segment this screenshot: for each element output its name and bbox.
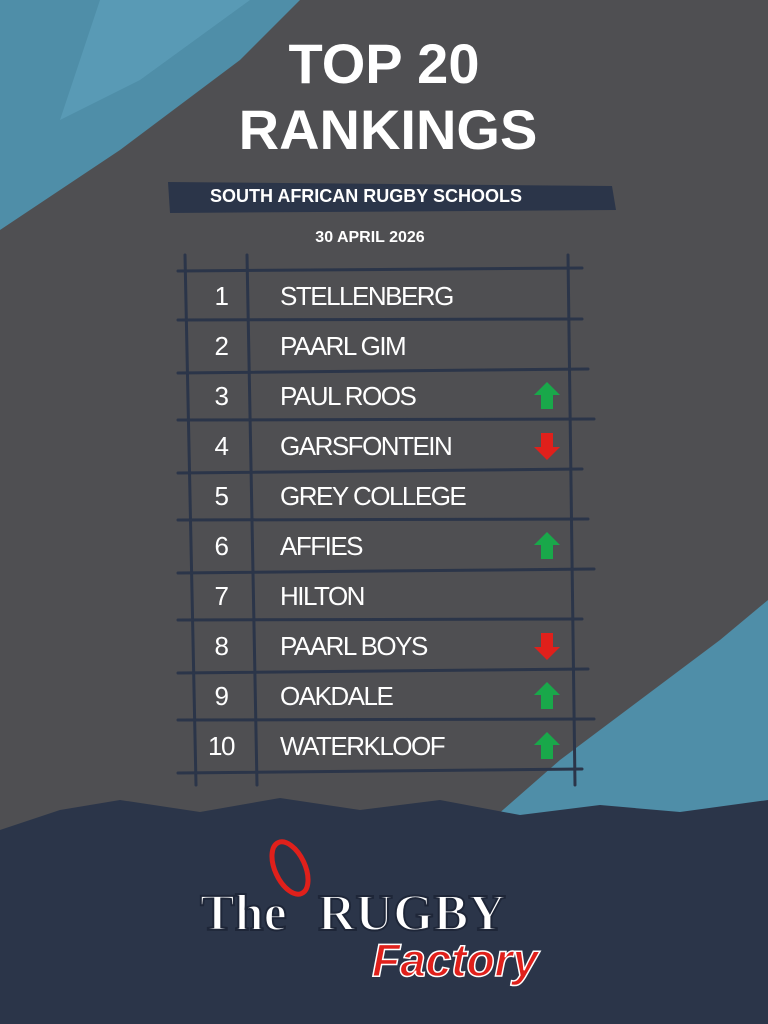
title: RANKINGS: [239, 98, 538, 161]
down-arrow: [534, 433, 560, 460]
rank: 2: [215, 331, 229, 361]
row-rule: [176, 367, 590, 375]
rank: 9: [215, 681, 229, 711]
subtitle: SOUTH AFRICAN RUGBY SCHOOLS: [210, 186, 522, 206]
rank: 8: [215, 631, 229, 661]
row-rule: [176, 567, 596, 575]
row-rule: [176, 467, 584, 475]
up-arrow: [534, 732, 560, 759]
down-arrow: [534, 633, 560, 660]
row-rule: [176, 417, 596, 422]
blue-stroke: [0, 0, 300, 230]
ranking-table: 1 STELLENBERG 2 PAARL GIM 3 PAUL ROOS 4 GARSFON…: [176, 253, 596, 787]
school-name: PAARL BOYS: [280, 631, 428, 661]
rugby-ball: [269, 839, 311, 897]
row-rule: [176, 617, 584, 622]
row-rule: [176, 717, 596, 722]
logo-factory: Factory: [372, 934, 541, 986]
logo: The RUGBY Factory: [199, 839, 541, 987]
school-name: AFFIES: [280, 531, 363, 561]
row-rule: [176, 667, 590, 675]
school-name: OAKDALE: [280, 681, 393, 711]
title: TOP 20: [289, 32, 480, 95]
school-name: WATERKLOOF: [280, 731, 445, 761]
school-name: STELLENBERG: [280, 281, 453, 311]
rank: 10: [208, 731, 235, 761]
subtitle-banner: [168, 182, 616, 213]
rank: 6: [215, 531, 229, 561]
logo-rugby: RUGBY: [318, 885, 506, 942]
blue-stroke: [60, 0, 250, 120]
rank: 3: [215, 381, 229, 411]
school-name: PAUL ROOS: [280, 381, 416, 411]
school-name: HILTON: [280, 581, 364, 611]
logo-the: The: [200, 885, 287, 942]
rank: 4: [215, 431, 229, 461]
row-rule: [176, 317, 584, 322]
row-rule: [176, 517, 590, 522]
rank: 7: [215, 581, 229, 611]
up-arrow: [534, 382, 560, 409]
blue-stroke: [480, 600, 768, 830]
date: 30 APRIL 2026: [315, 229, 425, 246]
rank: 1: [215, 281, 229, 311]
school-name: GARSFONTEIN: [280, 431, 451, 461]
school-name: PAARL GIM: [280, 331, 405, 361]
up-arrow: [534, 532, 560, 559]
row-rule: [176, 266, 584, 273]
row-rule: [176, 767, 584, 775]
rank: 5: [215, 481, 229, 511]
up-arrow: [534, 682, 560, 709]
school-name: GREY COLLEGE: [280, 481, 466, 511]
footer-band: [0, 798, 768, 1024]
